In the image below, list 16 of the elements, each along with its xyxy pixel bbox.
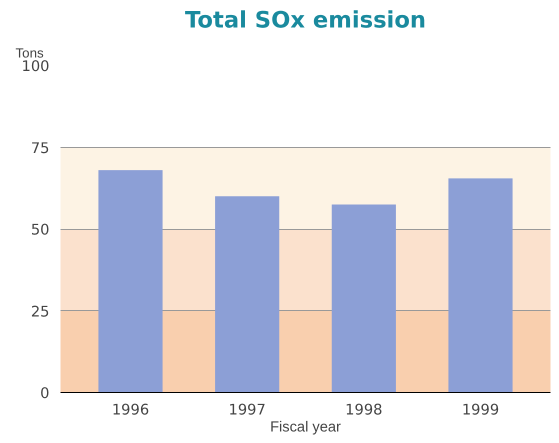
bar <box>215 196 280 392</box>
bar <box>448 178 513 392</box>
y-axis-title: Tons <box>16 46 44 60</box>
bar <box>332 204 396 392</box>
x-tick-label: 1996 <box>112 402 150 418</box>
chart-title: Total SOx emission <box>184 8 426 34</box>
y-tick-label: 0 <box>40 385 50 402</box>
bar <box>98 170 163 392</box>
x-tick-label: 1998 <box>345 402 382 418</box>
y-tick-label: 25 <box>30 303 50 320</box>
y-tick-label: 100 <box>22 58 50 75</box>
y-tick-label: 75 <box>30 140 50 157</box>
y-tick-label: 50 <box>30 222 50 238</box>
x-axis-title: Fiscal year <box>270 420 342 436</box>
x-tick-label: 1997 <box>228 402 266 418</box>
x-tick-label: 1999 <box>462 402 500 418</box>
